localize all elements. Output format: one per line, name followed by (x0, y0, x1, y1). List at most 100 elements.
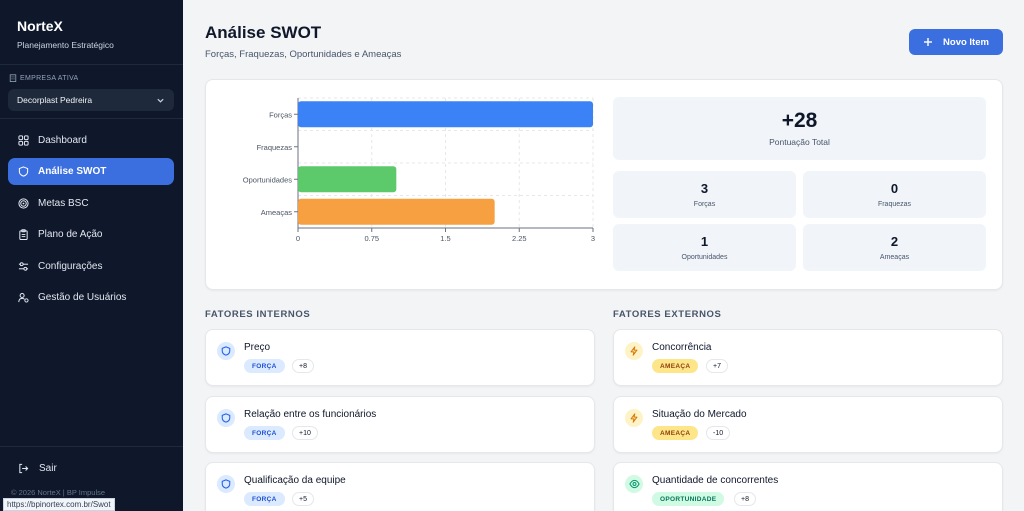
stat-value: 0 (890, 181, 899, 196)
nav-label: Dashboard (38, 135, 87, 146)
factor-score-badge: +7 (706, 359, 728, 373)
factor-score-badge: +8 (734, 492, 756, 506)
y-tick-label: Fraquezas (257, 143, 293, 152)
plus-icon (924, 38, 933, 46)
shield-icon (217, 409, 235, 427)
external-factors-title: FATORES EXTERNOS (613, 309, 722, 320)
users-gear-icon (18, 292, 29, 303)
shield-icon (18, 166, 29, 177)
sliders-icon (18, 262, 29, 271)
brand-name: NorteX (17, 18, 63, 34)
nav-analise-swot[interactable]: Análise SWOT (8, 158, 174, 185)
stat-label: Forças (693, 201, 716, 208)
grid-icon (18, 135, 29, 146)
factor-name: Quantidade de concorrentes (652, 475, 779, 486)
divider (0, 118, 183, 119)
stat-oportunidades: 1 Oportunidades (613, 224, 796, 271)
stat-value: 2 (890, 234, 899, 249)
lightning-icon (625, 409, 643, 427)
x-tick-label: 0.75 (364, 234, 379, 243)
company-select-value: Decorplast Pedreira (17, 95, 93, 105)
nav-dashboard[interactable]: Dashboard (8, 127, 174, 154)
new-item-label: Novo Item (943, 36, 989, 48)
lightning-icon (625, 342, 643, 360)
page-title: Análise SWOT (205, 23, 322, 42)
nav-label: Gestão de Usuários (38, 292, 127, 303)
divider (0, 64, 183, 65)
company-select[interactable]: Decorplast Pedreira (8, 89, 174, 111)
shield-icon (217, 475, 235, 493)
total-score-label: Pontuação Total (769, 137, 830, 147)
status-url-tooltip: https://bpinortex.com.br/Swot (3, 498, 115, 511)
target-icon (18, 198, 29, 209)
factor-card[interactable]: Concorrência AMEAÇA +7 (613, 329, 1003, 386)
y-tick-label: Oportunidades (243, 175, 292, 184)
stat-forcas: 3 Forças (613, 171, 796, 218)
nav-plano-de-acao[interactable]: Plano de Ação (8, 221, 174, 248)
x-tick-label: 0 (296, 234, 300, 243)
factor-score-badge: +8 (292, 359, 314, 373)
factor-score-badge: +10 (292, 426, 318, 440)
stat-label: Fraquezas (877, 201, 912, 208)
factor-name: Concorrência (652, 342, 712, 353)
sidebar: NorteX Planejamento Estratégico EMPRESA … (0, 0, 183, 511)
nav-label: Configurações (38, 261, 103, 272)
factor-card[interactable]: Relação entre os funcionários FORÇA +10 (205, 396, 595, 453)
nav-metas-bsc[interactable]: Metas BSC (8, 190, 174, 217)
factor-name: Situação do Mercado (652, 409, 747, 420)
total-score-value: +28 (781, 109, 818, 132)
x-tick-label: 2.25 (512, 234, 527, 243)
x-tick-label: 1.5 (440, 234, 450, 243)
stat-label: Ameaças (879, 254, 910, 261)
nav-label: Análise SWOT (38, 166, 107, 177)
company-label-text: EMPRESA ATIVA (20, 74, 79, 82)
factor-type-badge: AMEAÇA (652, 426, 699, 440)
logout-button[interactable]: Sair (18, 463, 57, 474)
factor-card[interactable]: Quantidade de concorrentes OPORTUNIDADE … (613, 462, 1003, 511)
factor-card[interactable]: Situação do Mercado AMEAÇA -10 (613, 396, 1003, 453)
factor-type-badge: FORÇA (244, 492, 285, 506)
nav-gestao-de-usuarios[interactable]: Gestão de Usuários (8, 284, 174, 311)
factor-name: Relação entre os funcionários (244, 409, 377, 420)
logout-label: Sair (39, 463, 57, 474)
new-item-button[interactable]: Novo Item (909, 29, 1003, 55)
swot-summary-card: 0 0.75 1.5 2.25 3 Forças Fraquezas Oportunidade… (205, 79, 1003, 290)
nav-label: Metas BSC (38, 198, 89, 209)
brand-subtitle: Planejamento Estratégico (17, 40, 114, 50)
factor-card[interactable]: Qualificação da equipe FORÇA +5 (205, 462, 595, 511)
building-icon (9, 74, 17, 82)
bar (298, 101, 593, 128)
company-label: EMPRESA ATIVA (9, 74, 79, 82)
factor-score-badge: -10 (706, 426, 731, 440)
bar (298, 198, 495, 225)
factor-name: Preço (244, 342, 271, 353)
factor-type-badge: FORÇA (244, 426, 285, 440)
factor-name: Qualificação da equipe (244, 475, 346, 486)
stat-label: Oportunidades (681, 254, 728, 261)
factor-card[interactable]: Preço FORÇA +8 (205, 329, 595, 386)
stat-ameacas: 2 Ameaças (803, 224, 986, 271)
stat-fraquezas: 0 Fraquezas (803, 171, 986, 218)
copyright: © 2026 NorteX | BP Impulse (11, 488, 106, 497)
x-tick-label: 3 (591, 234, 595, 243)
stat-value: 3 (700, 181, 709, 196)
eye-icon (625, 475, 643, 493)
shield-icon (217, 342, 235, 360)
y-tick-label: Ameaças (261, 208, 293, 217)
chevron-down-icon (157, 98, 164, 103)
internal-factors-title: FATORES INTERNOS (205, 309, 311, 320)
y-tick-label: Forças (269, 110, 292, 119)
divider (0, 446, 183, 447)
logout-icon (19, 463, 29, 474)
factor-score-badge: +5 (292, 492, 314, 506)
bar (298, 166, 397, 193)
page-subtitle: Forças, Fraquezas, Oportunidades e Ameaç… (205, 49, 402, 60)
factor-type-badge: FORÇA (244, 359, 285, 373)
total-score-stat: +28 Pontuação Total (613, 97, 986, 160)
stat-value: 1 (700, 234, 709, 249)
factor-type-badge: OPORTUNIDADE (652, 492, 725, 506)
nav-label: Plano de Ação (38, 229, 103, 240)
clipboard-icon (19, 229, 28, 240)
swot-bar-chart: 0 0.75 1.5 2.25 3 Forças Fraquezas Oportunidade… (243, 97, 595, 243)
nav-configuracoes[interactable]: Configurações (8, 253, 174, 280)
